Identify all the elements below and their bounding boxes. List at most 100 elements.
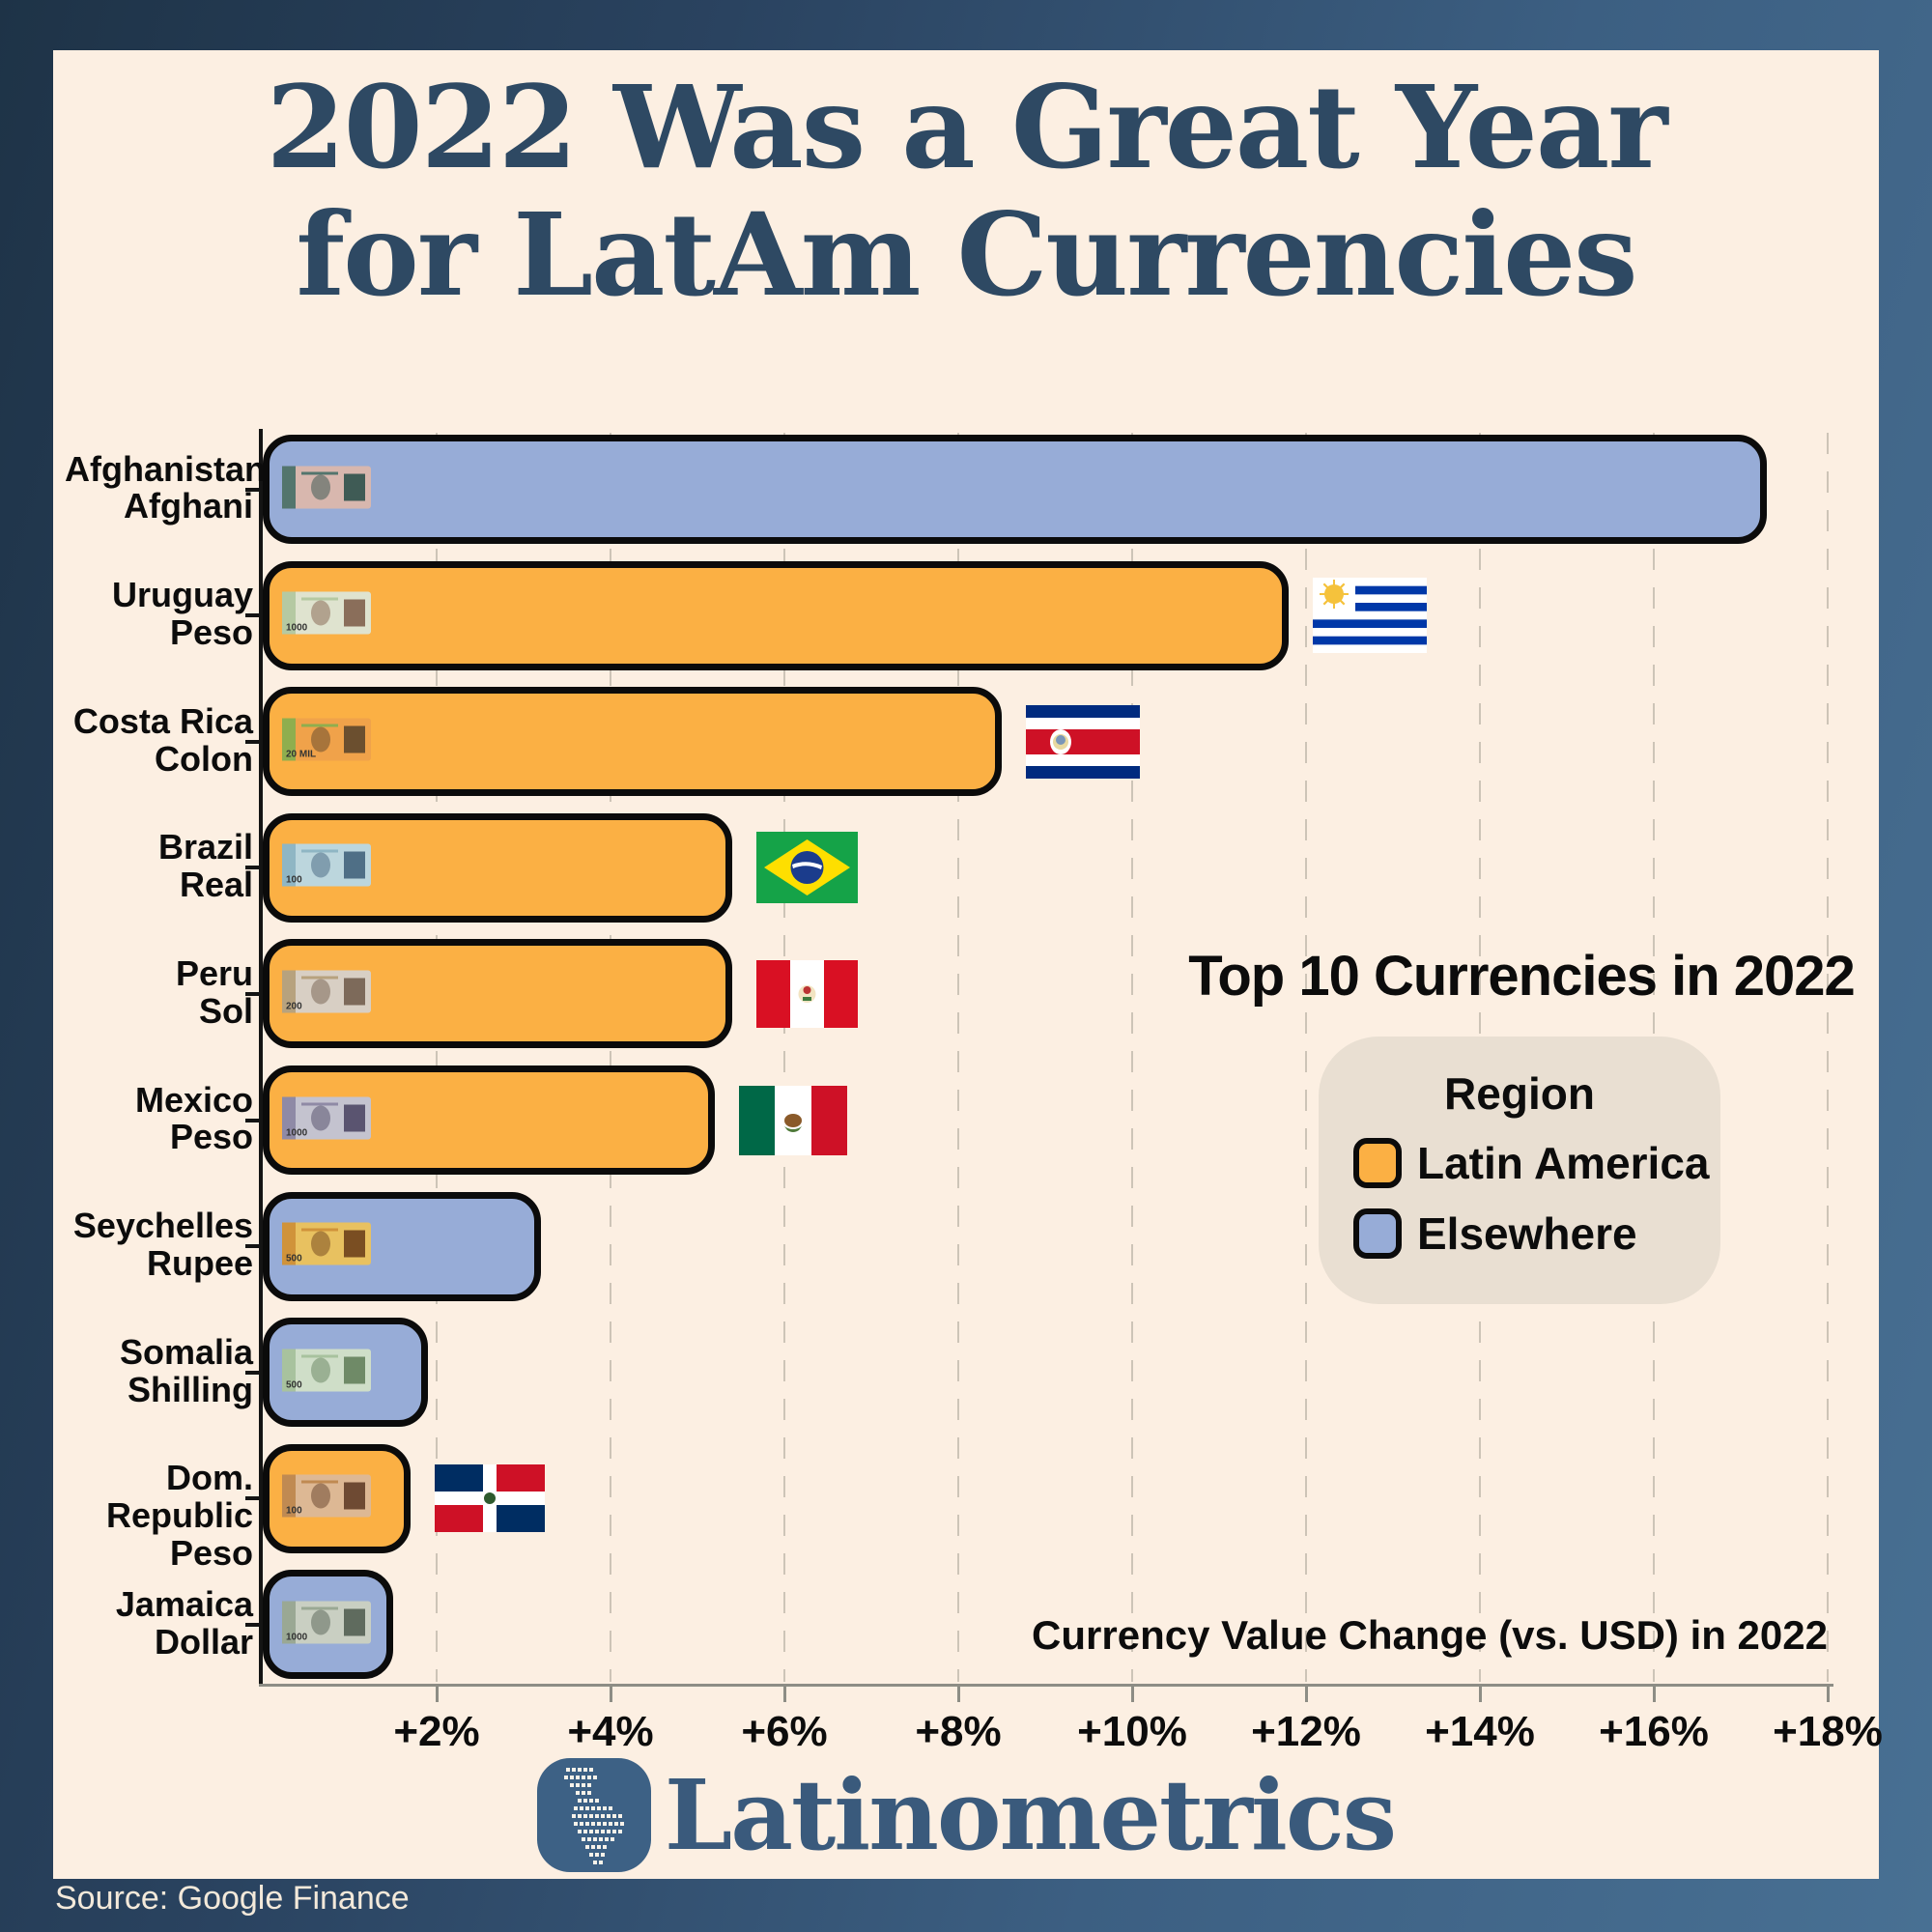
source-credit: Source: Google Finance [55, 1880, 410, 1917]
x-tick-label: +18% [1773, 1708, 1883, 1755]
legend-title: Region [1444, 1068, 1595, 1119]
x-tick-label: +16% [1599, 1708, 1709, 1755]
legend: Region Latin America Elsewhere [1319, 1037, 1720, 1304]
chart-canvas: 2022 Was a Great Year for LatAm Currenci… [53, 50, 1883, 1879]
banknote-image: 500 [282, 1349, 371, 1396]
y-tick-mark [245, 487, 259, 492]
svg-text:500: 500 [286, 1254, 302, 1264]
bar-somalia: 500 [263, 1318, 428, 1428]
x-tick-mark [1305, 1687, 1308, 1702]
elsewhere-swatch [1353, 1208, 1402, 1259]
banknote-image: 100 [282, 1474, 371, 1522]
x-tick-mark [783, 1687, 786, 1702]
banknote-image: 1000 [282, 591, 371, 639]
svg-text:100: 100 [286, 875, 302, 886]
brand-footer: Latinometrics [53, 1758, 1879, 1874]
x-tick-label: +8% [915, 1708, 1002, 1755]
category-label-dom-republic: Dom. Republic Peso [105, 1458, 253, 1574]
x-tick-mark [610, 1687, 612, 1702]
svg-text:20 MIL: 20 MIL [286, 749, 316, 759]
banknote-image: 100 [282, 843, 371, 892]
category-label-somalia: Somalia Shilling [119, 1331, 253, 1409]
gridline-+8% [957, 433, 959, 1682]
bar-chart: +2% +4% +6% +8% +10% +12% +14% +16% +18% Afghanis… [53, 50, 1883, 1879]
banknote-image: 1000 [282, 1096, 371, 1144]
x-tick-mark [1827, 1687, 1830, 1702]
gridline-+18% [1827, 433, 1829, 1682]
y-tick-mark [245, 1622, 259, 1627]
x-tick-label: +4% [567, 1708, 654, 1755]
x-tick-mark [436, 1687, 439, 1702]
x-tick-mark [1131, 1687, 1134, 1702]
peru-flag-icon [756, 959, 858, 1033]
x-tick-label: +6% [741, 1708, 828, 1755]
x-tick-label: +10% [1077, 1708, 1187, 1755]
gridline-+12% [1305, 433, 1307, 1682]
latin-america-swatch [1353, 1138, 1402, 1188]
bar-peru: 200 [263, 939, 732, 1049]
category-label-peru: Peru Sol [175, 952, 253, 1031]
bar-jamaica: 1000 [263, 1570, 393, 1680]
y-tick-mark [245, 613, 259, 618]
category-label-mexico: Mexico Peso [134, 1079, 253, 1157]
bar-afghanistan [263, 435, 1767, 544]
page-title: 2022 Was a Great Year for LatAm Currenci… [53, 60, 1879, 323]
x-axis-line [259, 1684, 1833, 1687]
y-tick-mark [245, 739, 259, 744]
svg-text:200: 200 [286, 1001, 302, 1011]
category-label-afghanistan: Afghanistan Afghani [65, 448, 267, 526]
category-label-jamaica: Jamaica Dollar [115, 1583, 253, 1662]
category-label-seychelles: Seychelles Rupee [72, 1206, 253, 1283]
bar-costa-rica: 20 MIL [263, 687, 1002, 797]
y-tick-mark [245, 1496, 259, 1501]
svg-text:500: 500 [286, 1379, 302, 1390]
uruguay-flag-icon [1313, 578, 1427, 658]
bar-dom-republic: 100 [263, 1443, 411, 1553]
banknote-image [282, 466, 371, 513]
gridline-+2% [436, 433, 438, 1682]
bar-brazil: 100 [263, 812, 732, 923]
chart-annotation-title: Top 10 Currencies in 2022 [1188, 945, 1856, 1008]
page-title-line2: for LatAm Currencies [296, 187, 1637, 323]
bar-uruguay: 1000 [263, 560, 1289, 670]
x-tick-mark [1653, 1687, 1656, 1702]
mexico-flag-icon [739, 1085, 847, 1160]
category-label-brazil: Brazil Real [157, 827, 253, 905]
y-tick-mark [245, 1370, 259, 1375]
banknote-image: 200 [282, 970, 371, 1017]
category-label-costa-rica: Costa Rica Colon [72, 700, 253, 779]
category-label-uruguay: Uruguay Peso [111, 575, 253, 652]
bar-mexico: 1000 [263, 1065, 715, 1175]
y-tick-mark [245, 1118, 259, 1122]
banknote-image: 1000 [282, 1601, 371, 1648]
svg-text:100: 100 [286, 1506, 302, 1517]
x-tick-label: +12% [1251, 1708, 1361, 1755]
svg-text:1000: 1000 [286, 623, 308, 634]
costa-rica-flag-icon [1026, 704, 1140, 783]
x-axis-title: Currency Value Change (vs. USD) in 2022 [1032, 1612, 1828, 1658]
x-tick-label: +2% [393, 1708, 480, 1755]
y-axis-line [259, 429, 263, 1686]
svg-text:1000: 1000 [286, 1632, 308, 1642]
gridline-+6% [783, 433, 785, 1682]
y-tick-mark [245, 866, 259, 870]
y-tick-mark [245, 991, 259, 996]
banknote-image: 20 MIL [282, 718, 371, 765]
page-title-line1: 2022 Was a Great Year [266, 60, 1667, 194]
brazil-flag-icon [756, 832, 858, 908]
svg-text:1000: 1000 [286, 1127, 308, 1138]
legend-label-elsewhere: Elsewhere [1417, 1208, 1637, 1259]
legend-label-latin-america: Latin America [1417, 1138, 1710, 1188]
x-tick-label: +14% [1425, 1708, 1535, 1755]
gridline-+4% [610, 433, 611, 1682]
dominican-republic-flag-icon [435, 1464, 545, 1537]
y-tick-mark [245, 1244, 259, 1249]
gridline-+10% [1131, 433, 1133, 1682]
brand-wordmark: Latinometrics [664, 1758, 1397, 1872]
x-tick-mark [957, 1687, 960, 1702]
bar-seychelles: 500 [263, 1191, 541, 1301]
banknote-image: 500 [282, 1222, 371, 1270]
latinometrics-map-icon [536, 1758, 651, 1872]
x-tick-mark [1479, 1687, 1482, 1702]
